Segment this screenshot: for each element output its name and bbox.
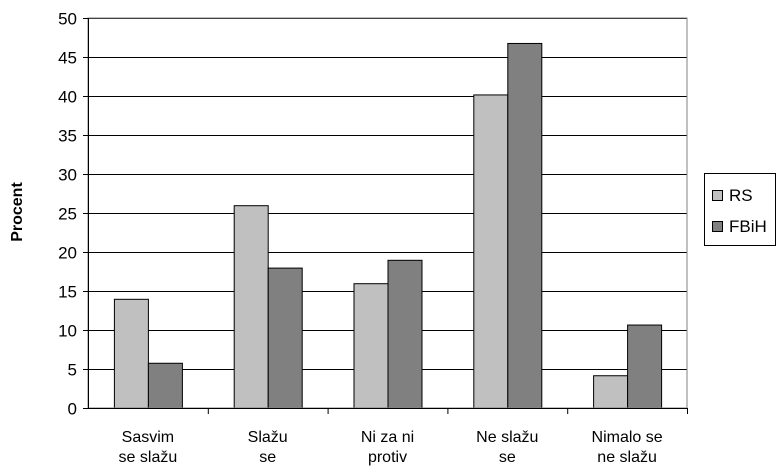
- bar-fbih-2: [387, 259, 423, 409]
- x-category-label: se slažu: [119, 449, 178, 466]
- bar-rs-0: [113, 298, 149, 409]
- y-tick-label: 10: [58, 322, 77, 341]
- y-tick-label: 0: [68, 400, 77, 419]
- y-axis-title: Procent: [9, 182, 26, 242]
- y-tick-label: 15: [58, 283, 77, 302]
- bar-fbih-3: [507, 42, 543, 410]
- bar-rs-4: [593, 375, 629, 409]
- bar-rs-1: [233, 205, 269, 409]
- y-tick-labels: 0 5 10 15 20 25 30 35 40 45 50: [58, 10, 77, 419]
- legend: RS FBiH: [704, 173, 776, 246]
- legend-box: [704, 173, 776, 246]
- y-tick-label: 5: [68, 361, 77, 380]
- bar-fbih-0: [147, 362, 183, 410]
- legend-label-rs: RS: [729, 186, 753, 205]
- legend-swatch-fbih: [712, 221, 723, 232]
- x-category-label: Ni za ni: [361, 429, 414, 446]
- x-category-label: Ne slažu: [476, 429, 538, 446]
- x-category-labels: Sasvim se slažu Slažu se Ni za ni protiv Ne sl…: [119, 429, 663, 466]
- x-category-label: protiv: [368, 449, 407, 466]
- x-category-label: Slažu: [248, 429, 288, 446]
- y-tick-label: 30: [58, 166, 77, 185]
- x-category-label: Nimalo se: [592, 429, 663, 446]
- x-category-label: se: [259, 449, 276, 466]
- y-tick-label: 45: [58, 49, 77, 68]
- bar-rs-2: [353, 283, 389, 410]
- x-category-label: ne slažu: [597, 449, 657, 466]
- y-tick-label: 50: [58, 10, 77, 29]
- y-tick-label: 20: [58, 244, 77, 263]
- x-category-label: Sasvim: [122, 429, 174, 446]
- bar-fbih-1: [267, 267, 303, 409]
- x-category-label: se: [499, 449, 516, 466]
- bar-rs-3: [473, 94, 509, 409]
- axes: [83, 17, 688, 414]
- bars: [113, 42, 663, 410]
- legend-label-fbih: FBiH: [729, 217, 767, 236]
- y-tick-label: 25: [58, 205, 77, 224]
- y-tick-label: 40: [58, 88, 77, 107]
- bar-fbih-4: [627, 324, 663, 410]
- y-tick-label: 35: [58, 127, 77, 146]
- legend-swatch-rs: [712, 190, 723, 201]
